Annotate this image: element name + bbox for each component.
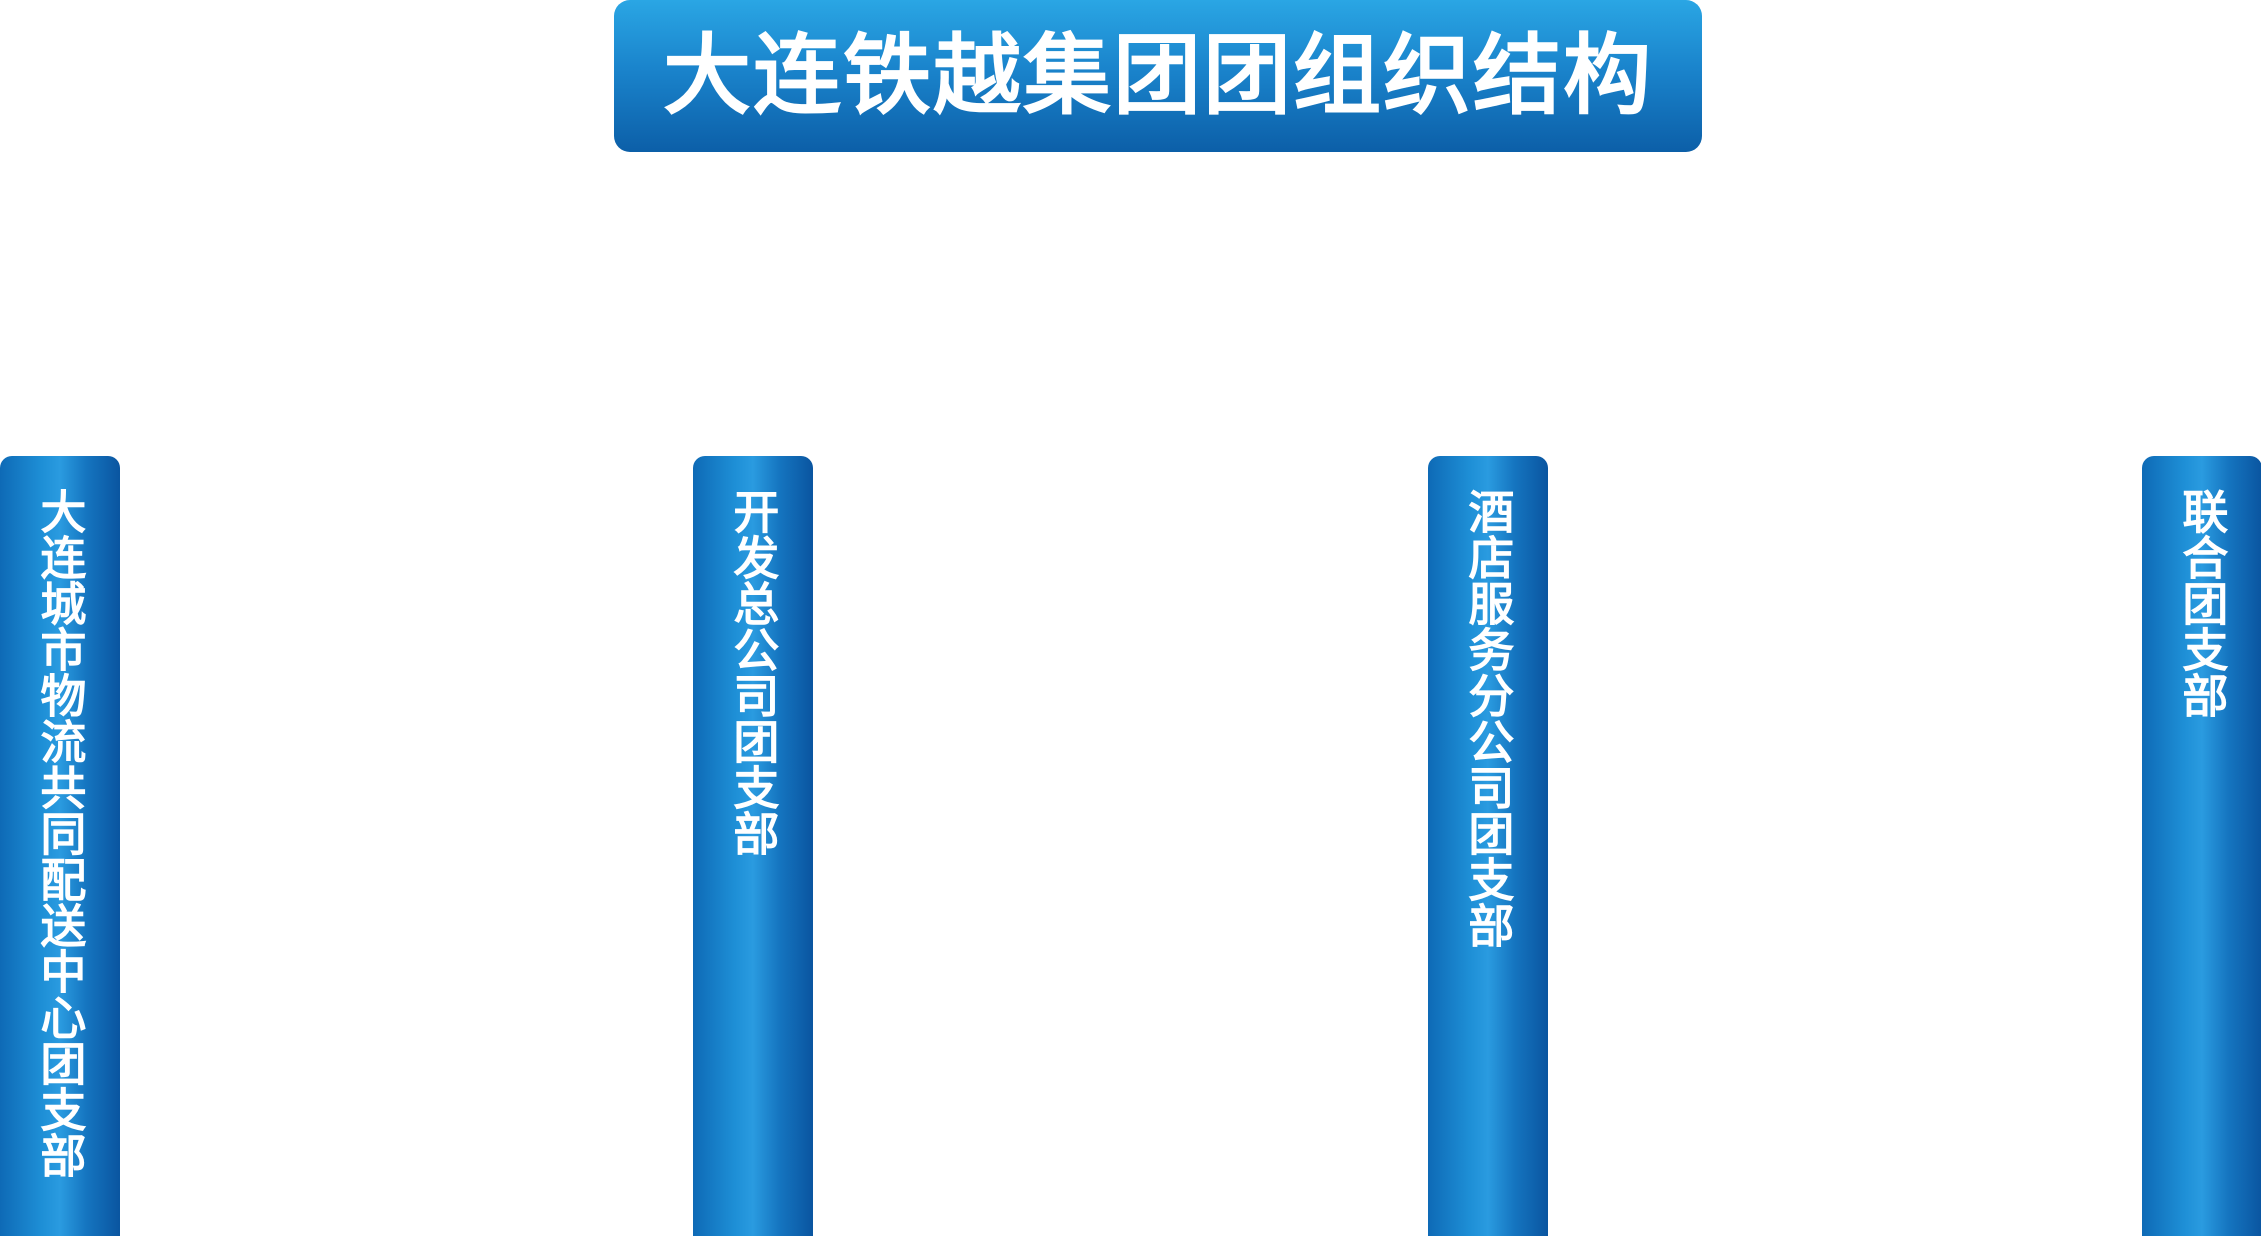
branch-box-logistics: 大连城市物流共同配送中心团支部: [0, 456, 120, 1236]
branch-label: 联合团支部: [2175, 488, 2230, 718]
branch-label: 酒店服务分公司团支部: [1461, 488, 1516, 948]
org-title: 大连铁越集团团组织结构: [662, 24, 1653, 127]
branch-box-hotel-service: 酒店服务分公司团支部: [1428, 456, 1548, 1236]
branch-label: 开发总公司团支部: [726, 488, 781, 856]
branch-label: 大连城市物流共同配送中心团支部: [33, 488, 88, 1178]
org-title-box: 大连铁越集团团组织结构: [614, 0, 1702, 152]
branch-box-development: 开发总公司团支部: [693, 456, 813, 1236]
branch-box-joint: 联合团支部: [2142, 456, 2261, 1236]
